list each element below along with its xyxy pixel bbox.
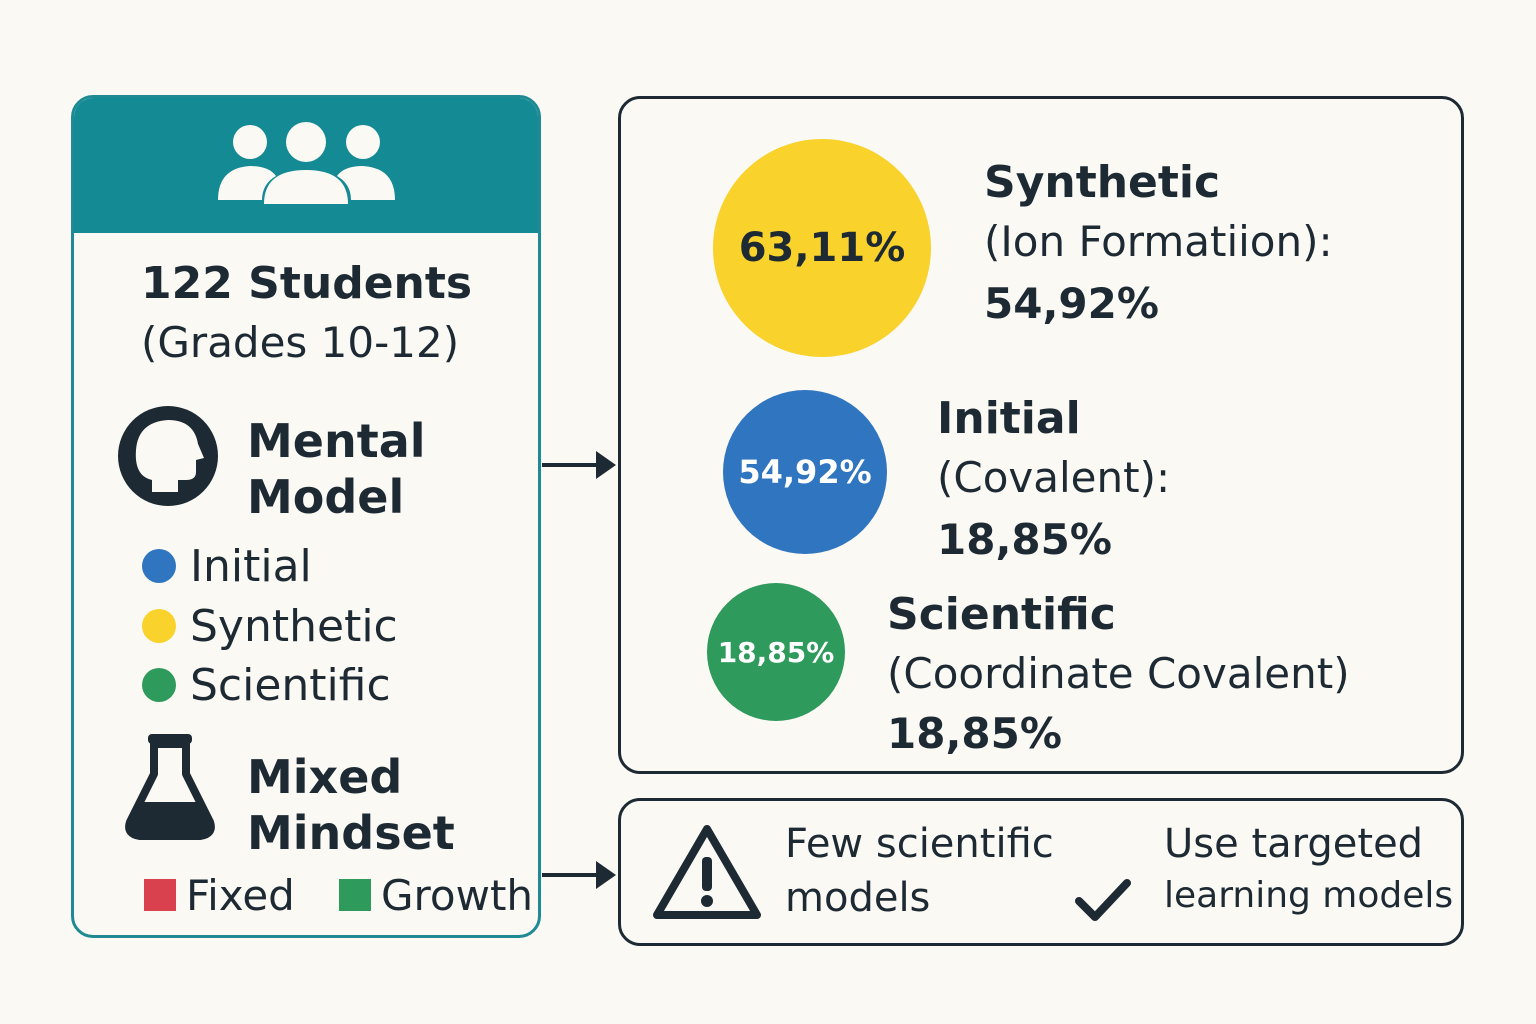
- sample-card-header: [74, 98, 538, 233]
- student-count: 122 Students: [141, 258, 473, 309]
- legend-label: Synthetic: [190, 600, 398, 652]
- result-name: Scientific: [887, 589, 1116, 640]
- legend-label: Initial: [190, 540, 312, 592]
- synthetic-circle: 63,11%: [713, 139, 931, 357]
- warning-icon: [653, 825, 761, 919]
- legend-synthetic: Synthetic: [142, 600, 398, 652]
- initial-circle: 54,92%: [723, 390, 887, 554]
- people-icon: [218, 122, 395, 204]
- grade-range: (Grades 10-12): [141, 318, 460, 367]
- result-percent: 54,92%: [984, 279, 1159, 328]
- arrow-to-results: [542, 451, 616, 479]
- result-name: Synthetic: [984, 157, 1221, 208]
- circle-value: 18,85%: [717, 635, 835, 669]
- mindset-title: Mixed: [247, 750, 403, 804]
- scientific-circle: 18,85%: [707, 583, 845, 721]
- mental-model-title: Mental: [247, 414, 426, 468]
- sample-card: 122 Students (Grades 10-12) Mental Model…: [71, 95, 541, 938]
- result-name: Initial: [937, 393, 1081, 444]
- result-percent: 18,85%: [937, 515, 1112, 564]
- checkmark-icon: [1075, 879, 1131, 921]
- recommend-text-2: learning models: [1164, 875, 1454, 916]
- growth-square: [339, 879, 371, 911]
- initial-dot: [142, 549, 176, 583]
- result-detail: (Coordinate Covalent): [887, 649, 1350, 698]
- flask-icon: [125, 734, 215, 840]
- warning-text-2: models: [785, 875, 931, 921]
- synthetic-dot: [142, 609, 176, 643]
- legend-label: Scientific: [190, 659, 391, 711]
- arrow-to-conclusion: [542, 861, 616, 889]
- head-icon: [118, 406, 218, 506]
- legend-label: Fixed: [186, 870, 295, 920]
- legend-initial: Initial: [142, 540, 312, 592]
- mindset-title-2: Mindset: [247, 806, 455, 860]
- result-detail: (Covalent):: [937, 453, 1171, 502]
- scientific-dot: [142, 668, 176, 702]
- result-detail: (Ion Formatiion):: [984, 217, 1333, 266]
- circle-value: 54,92%: [738, 453, 872, 491]
- legend-growth: Growth: [339, 870, 533, 920]
- result-percent: 18,85%: [887, 709, 1062, 758]
- circle-value: 63,11%: [738, 225, 906, 271]
- results-panel: 63,11% Synthetic (Ion Formatiion): 54,92…: [618, 96, 1464, 774]
- legend-scientific: Scientific: [142, 659, 391, 711]
- legend-fixed: Fixed: [144, 870, 295, 920]
- legend-label: Growth: [381, 870, 534, 920]
- recommend-text-1: Use targeted: [1164, 821, 1424, 867]
- conclusion-panel: Few scientific models Use targeted learn…: [618, 798, 1464, 946]
- fixed-square: [144, 879, 176, 911]
- mental-model-title-2: Model: [247, 470, 405, 524]
- warning-text-1: Few scientific: [785, 821, 1054, 867]
